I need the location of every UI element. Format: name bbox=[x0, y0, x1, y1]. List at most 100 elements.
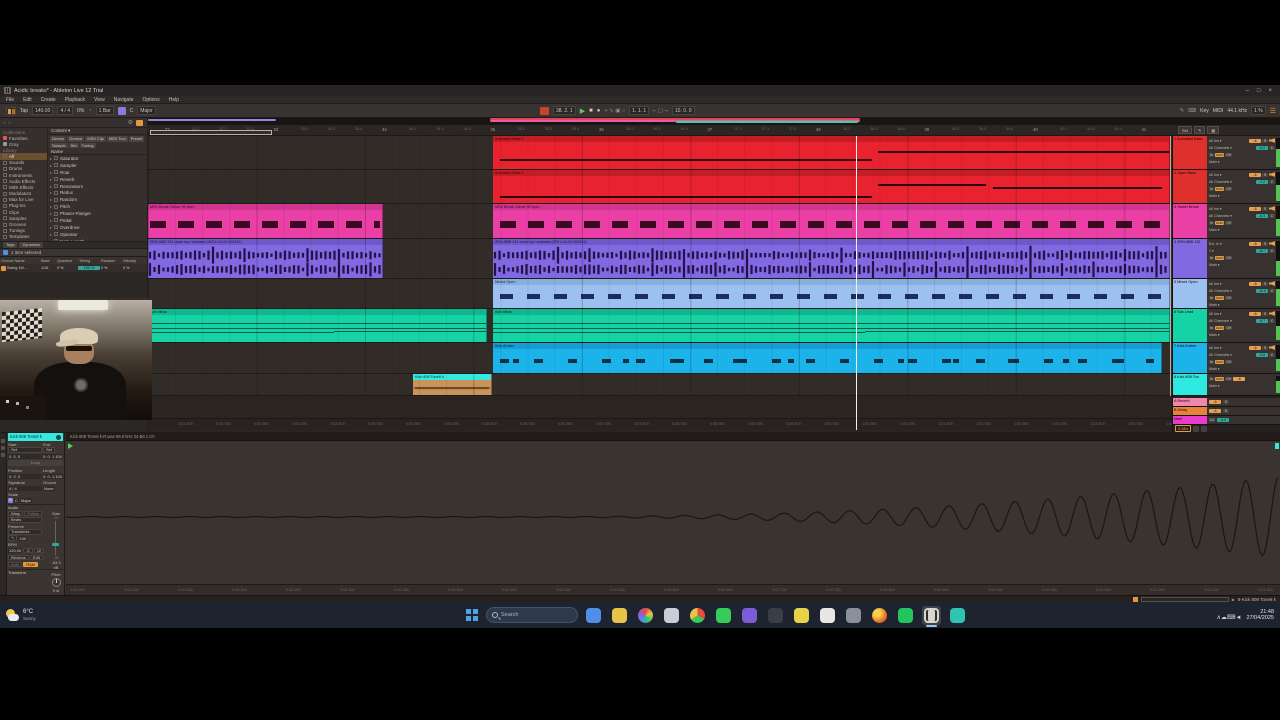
volume-field[interactable]: -6 bbox=[1249, 172, 1261, 177]
volume-field[interactable]: -6 bbox=[1249, 138, 1261, 143]
expand-arrow-icon[interactable]: ▸ bbox=[50, 155, 53, 161]
key-map-button[interactable]: Key bbox=[1200, 107, 1209, 114]
arrangement-position[interactable]: 38. 2. 1 bbox=[553, 106, 576, 115]
minimize-button[interactable]: – bbox=[1245, 87, 1249, 94]
monitor-off[interactable]: Off bbox=[1225, 376, 1233, 381]
scale-toggle[interactable]: S bbox=[8, 497, 13, 503]
arrangement-overview[interactable] bbox=[148, 118, 1280, 125]
follow-button[interactable]: Follow bbox=[24, 510, 42, 517]
volume-db-field[interactable]: -6.0 bbox=[1256, 145, 1268, 150]
track-activator-icon[interactable] bbox=[1269, 172, 1275, 177]
monitor-in[interactable]: In bbox=[1209, 295, 1214, 300]
clip[interactable]: ZEN ABB 131 drum top newbass (2021-04-24… bbox=[148, 239, 383, 278]
track-header-2[interactable]: 2 Open Bass All Ins ▾ -6 S All Channels ▾ -7.… bbox=[1173, 170, 1280, 204]
clip-scale-root[interactable]: C bbox=[14, 497, 19, 503]
clip[interactable]: Animated Bass 2 bbox=[493, 170, 1170, 203]
footer-button[interactable] bbox=[1193, 425, 1200, 432]
monitor-auto[interactable]: Auto bbox=[1215, 359, 1225, 364]
sample-waveform[interactable] bbox=[66, 441, 1280, 584]
expand-arrow-icon[interactable]: ▸ bbox=[50, 162, 53, 168]
solo-button[interactable]: S bbox=[1262, 172, 1268, 177]
track-header-8[interactable]: 8 Kick 808 Ton In Auto Off -6 Main ▾ bbox=[1173, 374, 1280, 396]
solo-button[interactable]: S bbox=[1223, 409, 1229, 413]
device-item[interactable]: ▸ Pitch bbox=[48, 203, 147, 210]
solo-button[interactable]: S bbox=[1262, 281, 1268, 286]
clip[interactable]: MS1 Break Clever 92 bpm bbox=[148, 204, 383, 238]
length-value[interactable]: 0. 0. 1.100 bbox=[42, 473, 63, 479]
midi-map-button[interactable]: MIDI bbox=[1212, 107, 1224, 114]
clip[interactable]: ZEN ABB 131 drum top newbass (2021-04-24… bbox=[493, 239, 1170, 278]
volume-db-field[interactable]: -15.8 bbox=[1256, 288, 1268, 293]
sidebar-item-instruments[interactable]: Instruments bbox=[0, 172, 47, 178]
input-chooser[interactable]: All Ins ▾ bbox=[1209, 172, 1222, 177]
channel-chooser[interactable]: All Channels ▾ bbox=[1209, 179, 1232, 184]
record-button[interactable]: ● bbox=[596, 107, 601, 114]
mul2-button[interactable]: ×2 bbox=[33, 547, 45, 554]
browser-filter-icon[interactable] bbox=[136, 119, 143, 126]
clip-end-marker[interactable] bbox=[1275, 443, 1279, 449]
solo-button[interactable]: S bbox=[1262, 311, 1268, 316]
volume-field[interactable]: -6 bbox=[1209, 409, 1221, 413]
monitor-auto[interactable]: Auto bbox=[1215, 325, 1225, 330]
end-value[interactable]: 0. 0. 1.100 bbox=[42, 453, 63, 459]
clock[interactable]: 21:48 27/04/2025 bbox=[1246, 609, 1274, 621]
filter-chip-device[interactable]: Device bbox=[50, 136, 67, 142]
tray-icon[interactable]: ☁ bbox=[1220, 615, 1227, 621]
lock-icon[interactable]: ▦ bbox=[1207, 126, 1220, 134]
filter-chip-midi-clip[interactable]: MIDI Clip bbox=[85, 136, 106, 142]
filter-chip-groove[interactable]: Groove bbox=[67, 136, 85, 142]
beat-time-ruler[interactable]: Set ✎ ▦ 32 32.2 32.3 32.4 33 33.2 33.3 33.4 34 34… bbox=[148, 125, 1280, 136]
weather-widget[interactable]: 6°C Sunny bbox=[0, 608, 36, 623]
content-header[interactable]: Content ▾ bbox=[48, 128, 147, 135]
output-chooser[interactable]: Main ▾ bbox=[1209, 332, 1220, 337]
tab-tags[interactable]: Tags bbox=[3, 242, 18, 248]
groove-base-cell[interactable]: 1/16 bbox=[41, 266, 49, 270]
track-activator-icon[interactable] bbox=[1269, 281, 1275, 286]
channel-chooser[interactable]: All Channels ▾ bbox=[1209, 213, 1232, 218]
volume-db-field[interactable]: -6.3 bbox=[1256, 213, 1268, 218]
clip[interactable]: MS2 Break Clever 92 bpm bbox=[493, 204, 1170, 238]
device-item[interactable]: ▸ Random bbox=[48, 196, 147, 203]
tempo-field[interactable]: 140.00 bbox=[32, 106, 54, 115]
warp-button[interactable]: Warp bbox=[8, 510, 24, 517]
expand-arrow-icon[interactable]: ▸ bbox=[50, 231, 53, 237]
loop-toggle[interactable]: Loop bbox=[8, 460, 63, 466]
preserve-menu[interactable]: Transients bbox=[8, 529, 42, 535]
input-chooser[interactable]: All Ins ▾ bbox=[1209, 206, 1222, 211]
cue-out-chooser[interactable]: 1/2 bbox=[1209, 418, 1215, 422]
sample-time-ruler[interactable]: 0:00.050 0:00.100 0:00.150 0:00.200 0:00.250… bbox=[66, 584, 1280, 596]
tray-icon[interactable]: ◄ bbox=[1235, 615, 1242, 621]
taskbar-ableton-icon[interactable] bbox=[922, 605, 941, 627]
pan-field[interactable]: C bbox=[1269, 179, 1275, 184]
solo-button[interactable]: S bbox=[1262, 345, 1268, 350]
track-header-7[interactable]: 7 Kick Amber All Ins ▾ -6 S All Channels ▾ -6… bbox=[1173, 343, 1280, 374]
channel-chooser[interactable]: 1 ▾ bbox=[1209, 248, 1214, 253]
output-chooser[interactable]: Main ▾ bbox=[1209, 193, 1220, 198]
monitor-off[interactable]: Off bbox=[1225, 220, 1233, 225]
track-header-5[interactable]: 5 Mixed Open All Ins ▾ -8 S All Channels ▾ -1… bbox=[1173, 279, 1280, 309]
track-activator-icon[interactable] bbox=[1269, 138, 1275, 143]
expand-arrow-icon[interactable]: ▸ bbox=[50, 217, 53, 223]
groove-value[interactable]: None bbox=[43, 485, 55, 491]
groove-name-cell[interactable]: Swing 16t... bbox=[0, 265, 40, 271]
volume-field[interactable]: -8 bbox=[1249, 241, 1261, 246]
sidebar-item-plug-ins[interactable]: Plug-Ins bbox=[0, 203, 47, 209]
track-header-6[interactable]: 6 Sax Lead All Ins ▾ -6 S All Channels ▾ -6.7… bbox=[1173, 309, 1280, 343]
sidebar-item-tunings[interactable]: Tunings bbox=[0, 228, 47, 234]
search-input[interactable]: Search bbox=[486, 607, 578, 623]
footer-button[interactable] bbox=[1201, 425, 1208, 432]
monitor-off[interactable]: Off bbox=[1225, 255, 1233, 260]
sidebar-item-midi-effects[interactable]: MIDI Effects bbox=[0, 184, 47, 190]
expand-arrow-icon[interactable]: ▸ bbox=[50, 224, 53, 230]
ram-button[interactable]: RAM bbox=[23, 561, 39, 568]
taskbar-spotify-icon[interactable] bbox=[896, 606, 915, 625]
channel-chooser[interactable]: All Channels ▾ bbox=[1209, 145, 1232, 150]
monitor-in[interactable]: In bbox=[1209, 220, 1214, 225]
loop-region[interactable] bbox=[150, 130, 272, 135]
output-chooser[interactable]: Main ▾ bbox=[1209, 366, 1220, 371]
input-chooser[interactable]: All Ins ▾ bbox=[1209, 281, 1222, 286]
seg-bpm-field[interactable]: 120.00 bbox=[8, 548, 23, 553]
clip-scale-name[interactable]: Major bbox=[19, 497, 32, 503]
expand-arrow-icon[interactable]: ▸ bbox=[50, 169, 53, 175]
return-track-header-b[interactable]: B Delay -6 S bbox=[1173, 407, 1280, 416]
